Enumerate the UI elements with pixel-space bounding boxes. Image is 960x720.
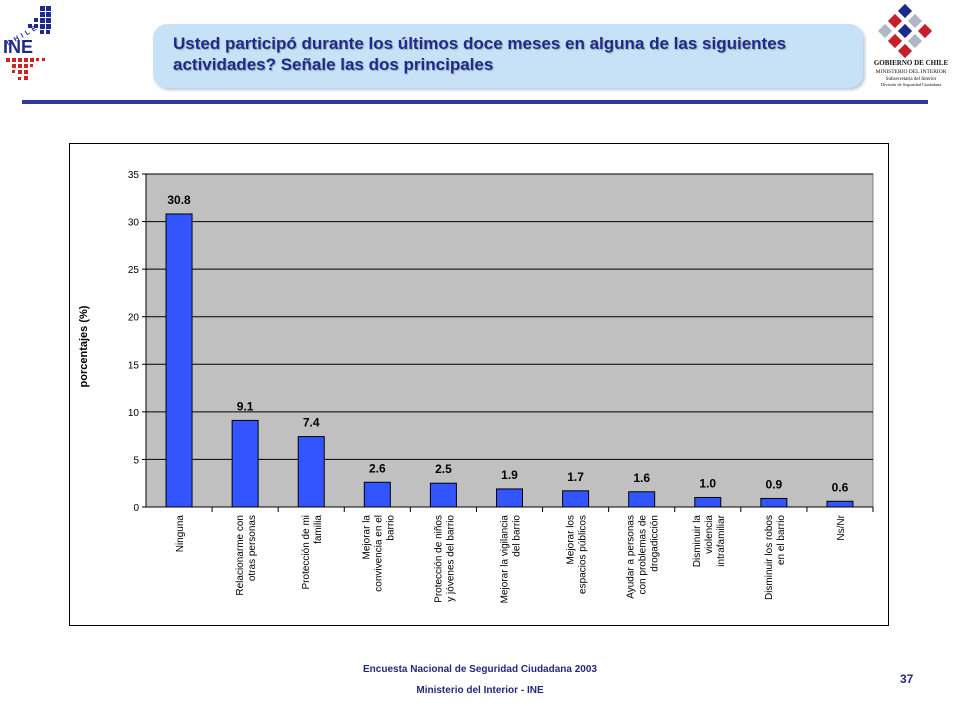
y-tick-label: 25 (128, 265, 140, 276)
data-label: 7.4 (303, 416, 320, 430)
x-tick-label-line: violencia (704, 515, 715, 554)
y-axis-label: porcentajes (%) (78, 305, 90, 387)
x-tick-label-line: espacios públicos (578, 515, 589, 594)
y-tick-label: 35 (128, 170, 140, 181)
x-tick-label: Ninguna (175, 515, 186, 553)
x-tick-label-line: otras personas (247, 515, 258, 581)
x-tick-label-line: en el barrio (776, 515, 787, 565)
y-tick-label: 5 (133, 455, 139, 466)
x-tick-label-line: Relacionarme con (235, 515, 246, 596)
bar-chart: 0 5 10 15 20 25 30 35 porcentajes (%) 30.8 Ninguna… (78, 170, 874, 604)
bar (826, 500, 854, 508)
x-tick-label: Protección de niñosy jóvenes del barrio (433, 515, 456, 603)
x-tick-label-line: barrio (385, 515, 396, 541)
x-tick-label: Relacionarme conotras personas (235, 515, 258, 596)
bar (562, 490, 590, 508)
data-label: 30.8 (167, 193, 191, 207)
footer-ministry: Ministerio del Interior - INE (416, 685, 544, 696)
gov-logo-line-1: GOBIERNO DE CHILE (874, 59, 949, 67)
x-tick-label: Protección de mifamilia (301, 515, 324, 590)
x-tick-label-line: Mejorar los (566, 515, 577, 564)
x-tick-label-line: Ayudar a personas (626, 515, 637, 599)
y-tick-label: 30 (128, 218, 140, 229)
x-tick-label-line: Ns/Nr (836, 514, 847, 540)
x-tick-label-line: Disminuir los robos (764, 515, 775, 600)
x-tick-label: Mejorar la vigilanciadel barrio (500, 515, 523, 604)
x-tick-label-line: familia (313, 515, 324, 544)
gobierno-de-chile-logo: GOBIERNO DE CHILE MINISTERIO DEL INTERIO… (866, 2, 956, 96)
data-label: 1.9 (501, 468, 518, 482)
x-tick-label-line: convivencia en el (373, 515, 384, 592)
bar (297, 436, 325, 508)
y-tick-label: 0 (133, 503, 139, 514)
x-tick-label: Mejorar losespacios públicos (566, 515, 589, 594)
gov-logo-emblem (877, 3, 933, 59)
x-tick-label-line: y jóvenes del barrio (445, 515, 456, 602)
page-number: 37 (900, 672, 914, 686)
x-tick-label-line: Mejorar la vigilancia (500, 515, 511, 604)
x-tick-label-line: drogadicción (650, 515, 661, 572)
x-tick-label: Mejorar laconvivencia en elbarrio (361, 515, 396, 592)
x-tick-label-line: Ninguna (175, 515, 186, 553)
data-label: 2.5 (435, 462, 452, 476)
data-label: 1.7 (567, 470, 584, 484)
data-label: 0.9 (766, 477, 783, 491)
slide-title: Usted participó durante los últimos doce… (173, 34, 787, 74)
gov-logo-line-4: División de Seguridad Ciudadana (881, 82, 942, 87)
bar (628, 491, 656, 508)
ine-logo: CHILE INE (0, 0, 80, 92)
x-tick-label: Disminuir los robosen el barrio (764, 515, 787, 600)
y-tick-label: 20 (128, 313, 140, 324)
x-tick-label-line: Mejorar la (361, 515, 372, 560)
data-label: 2.6 (369, 461, 386, 475)
data-label: 1.6 (633, 471, 650, 485)
chart-frame: 0 5 10 15 20 25 30 35 porcentajes (%) 30.8 Ninguna… (69, 143, 889, 626)
x-tick-label-line: intrafamiliar (716, 514, 727, 566)
ine-logo-text: INE (3, 37, 33, 57)
ine-logo-dots (6, 58, 45, 80)
x-tick-label: Ns/Nr (836, 514, 847, 540)
bar (165, 213, 193, 508)
x-tick-label-line: Protección de niños (433, 515, 444, 603)
x-tick-label-line: del barrio (512, 515, 523, 557)
plot-area (145, 173, 874, 508)
x-tick-label-line: Disminuir la (692, 515, 703, 568)
y-tick-label: 10 (128, 408, 140, 419)
footer-survey-name: Encuesta Nacional de Seguridad Ciudadana… (363, 664, 597, 675)
bar (760, 497, 788, 508)
header-divider (22, 100, 928, 104)
x-tick-label-line: con problemas de (638, 515, 649, 595)
data-label: 1.0 (699, 476, 716, 490)
gov-logo-line-2: MINISTERIO DEL INTERIOR (876, 69, 947, 75)
gov-logo-line-3: Subsecretaría del Interior (886, 77, 937, 82)
bar (231, 419, 259, 508)
x-tick-label: Disminuir laviolenciaintrafamiliar (692, 514, 727, 567)
slide-title-box: Usted participó durante los últimos doce… (153, 24, 863, 88)
y-tick-label: 15 (128, 360, 140, 371)
bar (496, 488, 523, 508)
data-label: 9.1 (237, 399, 254, 413)
x-tick-label: Ayudar a personascon problemas dedrogadi… (626, 515, 661, 599)
x-tick-label-line: Protección de mi (301, 515, 312, 589)
bar (694, 496, 722, 508)
bar (363, 481, 391, 508)
data-label: 0.6 (832, 480, 849, 494)
bar (429, 482, 457, 508)
